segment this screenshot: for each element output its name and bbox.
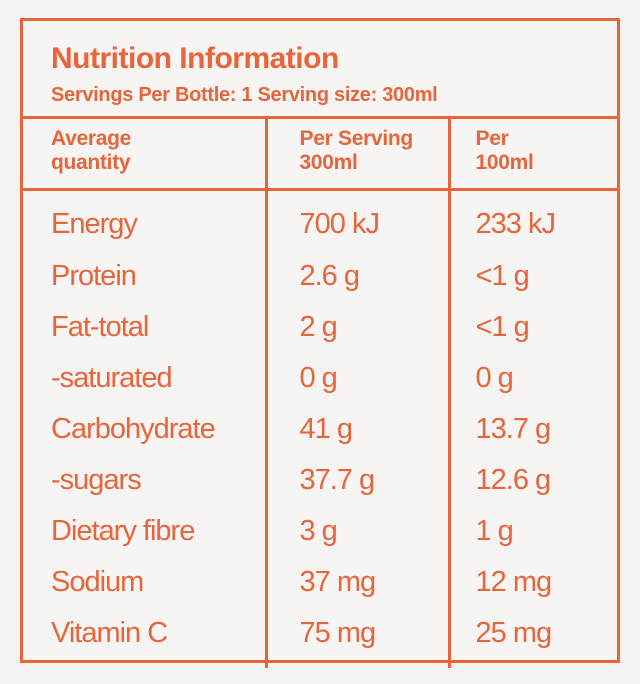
per-100ml-value: 12.6 g [447, 455, 617, 506]
per-serving-value: 2 g [264, 302, 449, 353]
per-100ml-value: 13.7 g [447, 404, 617, 455]
header-quantity-line1: Average [51, 127, 132, 150]
per-100ml-value: <1 g [447, 251, 617, 302]
serving-info: Servings Per Bottle: 1 Serving size: 300… [51, 84, 438, 106]
table-row: Dietary fibre 3 g 1 g [23, 506, 617, 557]
per-100ml-value: 25 mg [447, 608, 617, 668]
per-100ml-value: 1 g [447, 506, 617, 557]
nutrient-name: -sugars [51, 464, 142, 496]
per-serving-value: 700 kJ [264, 189, 449, 251]
header-per-serving-line2: 300ml [299, 151, 358, 174]
nutrient-name: Fat-total [51, 311, 149, 343]
table-row: Fat-total 2 g <1 g [23, 302, 617, 353]
nutrient-name: Carbohydrate [51, 413, 216, 445]
nutrient-name: Vitamin C [51, 616, 168, 649]
header-per-100ml-line2: 100ml [475, 151, 534, 174]
per-serving-value: 37 mg [264, 557, 449, 608]
table-header-row: Average quantity Per Serving 300ml Per 1… [23, 119, 617, 191]
nutrient-name: Sodium [51, 566, 144, 598]
table-row: -sugars 37.7 g 12.6 g [23, 455, 617, 506]
nutrition-title: Nutrition Information [51, 42, 339, 75]
nutrition-header: Nutrition Information Servings Per Bottl… [23, 21, 617, 119]
per-serving-value: 75 mg [264, 608, 449, 668]
table-row: Vitamin C 75 mg 25 mg [23, 608, 617, 668]
header-per-100ml-line1: Per [475, 127, 509, 150]
header-per-serving: Per Serving 300ml [264, 119, 449, 191]
per-serving-value: 3 g [264, 506, 449, 557]
nutrition-panel: Nutrition Information Servings Per Bottl… [20, 18, 620, 668]
per-serving-value: 41 g [264, 404, 449, 455]
table-row: -saturated 0 g 0 g [23, 353, 617, 404]
nutrient-name: Protein [51, 260, 137, 292]
nutrient-name: Energy [51, 208, 138, 241]
per-100ml-value: 12 mg [447, 557, 617, 608]
nutrition-table: Average quantity Per Serving 300ml Per 1… [23, 119, 617, 668]
header-quantity-line2: quantity [51, 151, 131, 174]
table-row: Protein 2.6 g <1 g [23, 251, 617, 302]
table-row: Carbohydrate 41 g 13.7 g [23, 404, 617, 455]
header-quantity: Average quantity [23, 119, 266, 191]
per-serving-value: 2.6 g [264, 251, 449, 302]
nutrient-name: -saturated [51, 362, 173, 394]
per-100ml-value: 233 kJ [447, 189, 617, 251]
header-per-100ml: Per 100ml [447, 119, 617, 191]
table-row: Sodium 37 mg 12 mg [23, 557, 617, 608]
header-per-serving-line1: Per Serving [299, 127, 414, 150]
per-100ml-value: <1 g [447, 302, 617, 353]
nutrient-name: Dietary fibre [51, 515, 195, 547]
table-row: Energy 700 kJ 233 kJ [23, 189, 617, 251]
per-serving-value: 37.7 g [264, 455, 449, 506]
per-serving-value: 0 g [264, 353, 449, 404]
per-100ml-value: 0 g [447, 353, 617, 404]
